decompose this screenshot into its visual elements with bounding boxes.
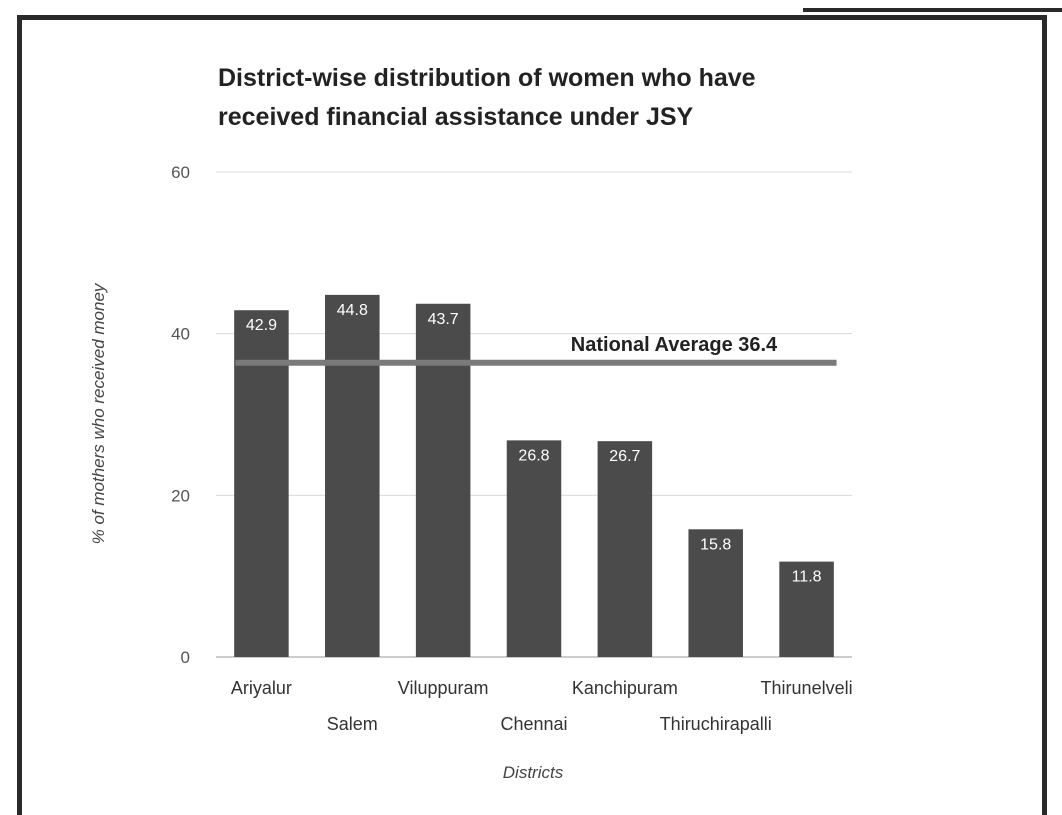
y-axis-title: % of mothers who received money <box>89 282 108 544</box>
category-label: Thirunelveli <box>761 678 853 698</box>
data-label: 15.8 <box>700 536 731 553</box>
chart-frame <box>17 15 1047 815</box>
corner-rule <box>803 8 1062 12</box>
y-tick-label: 0 <box>181 648 190 667</box>
y-tick-label: 40 <box>171 325 190 344</box>
data-label: 26.7 <box>609 448 640 465</box>
data-label: 44.8 <box>337 302 368 319</box>
chart-title-line-1: District-wise distribution of women who … <box>218 64 756 92</box>
bar-ariyalur <box>234 310 289 657</box>
category-label: Chennai <box>500 714 567 734</box>
data-label: 26.8 <box>518 447 549 464</box>
y-tick-label: 20 <box>171 486 190 505</box>
data-label: 43.7 <box>428 311 459 328</box>
x-axis-title: Districts <box>503 763 564 782</box>
bar-kanchipuram <box>597 441 653 657</box>
category-label: Thiruchirapalli <box>660 714 772 734</box>
bar-chennai <box>506 440 562 657</box>
bar-thiruchirapalli <box>688 529 743 657</box>
category-label: Kanchipuram <box>572 678 678 698</box>
data-label: 42.9 <box>246 317 277 334</box>
y-tick-label: 60 <box>171 163 190 182</box>
data-label: 11.8 <box>792 569 822 586</box>
category-label: Ariyalur <box>231 678 292 698</box>
bar-thirunelveli <box>779 561 834 657</box>
category-label: Viluppuram <box>398 678 489 698</box>
national-average-label: National Average 36.4 <box>571 334 778 356</box>
bar-salem <box>325 294 380 657</box>
bar-viluppuram <box>415 303 471 657</box>
category-label: Salem <box>327 714 378 734</box>
chart-title-line-2: received financial assistance under JSY <box>218 103 694 131</box>
